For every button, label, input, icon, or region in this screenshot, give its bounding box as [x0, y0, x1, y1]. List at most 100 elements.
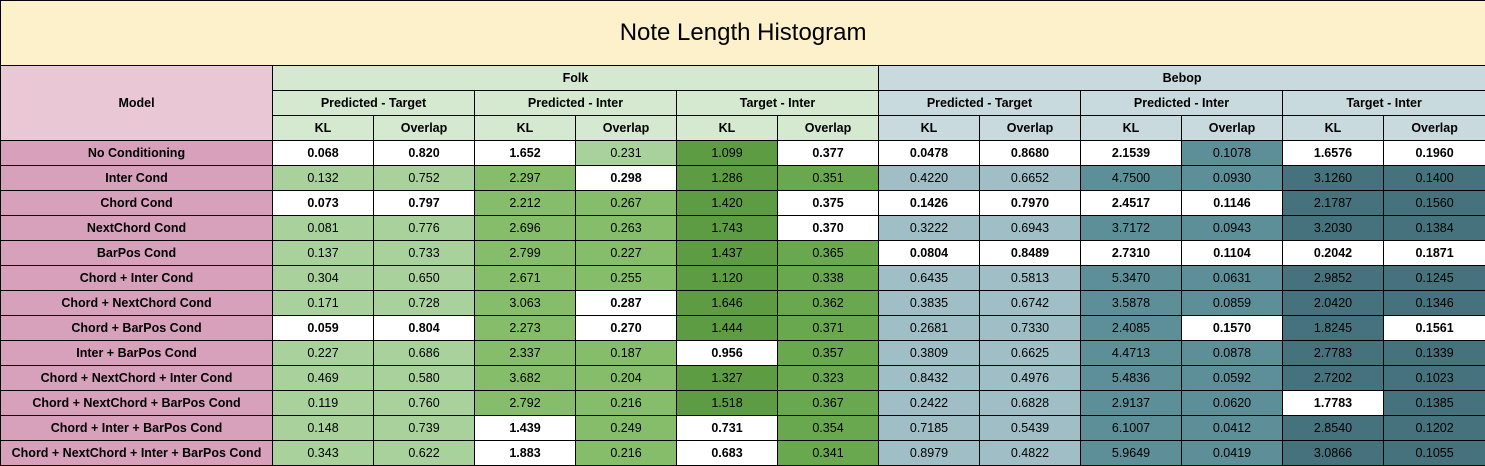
value-cell: 0.377: [778, 141, 879, 166]
value-cell: 1.518: [677, 391, 778, 416]
value-cell: 0.231: [576, 141, 677, 166]
subgroup-header: Predicted - Inter: [1081, 91, 1283, 116]
value-cell: 0.1202: [1384, 416, 1485, 441]
value-cell: 0.728: [374, 291, 475, 316]
metric-header: KL: [1283, 116, 1384, 141]
value-cell: 0.5813: [980, 266, 1081, 291]
value-cell: 1.286: [677, 166, 778, 191]
value-cell: 2.696: [475, 216, 576, 241]
value-cell: 2.297: [475, 166, 576, 191]
group-header-bebop: Bebop: [879, 66, 1485, 91]
value-cell: 0.6625: [980, 341, 1081, 366]
value-cell: 2.4085: [1081, 316, 1182, 341]
metric-header: KL: [879, 116, 980, 141]
value-cell: 0.683: [677, 441, 778, 466]
value-cell: 0.227: [273, 341, 374, 366]
value-cell: 1.652: [475, 141, 576, 166]
metric-header: KL: [475, 116, 576, 141]
value-cell: 2.9137: [1081, 391, 1182, 416]
value-cell: 0.216: [576, 391, 677, 416]
value-cell: 0.469: [273, 366, 374, 391]
subgroup-header: Target - Inter: [1283, 91, 1485, 116]
value-cell: 0.132: [273, 166, 374, 191]
value-cell: 0.650: [374, 266, 475, 291]
value-cell: 0.081: [273, 216, 374, 241]
value-cell: 0.362: [778, 291, 879, 316]
value-cell: 0.0419: [1182, 441, 1283, 466]
value-cell: 0.216: [576, 441, 677, 466]
value-cell: 3.5878: [1081, 291, 1182, 316]
value-cell: 0.304: [273, 266, 374, 291]
value-cell: 0.073: [273, 191, 374, 216]
value-cell: 1.099: [677, 141, 778, 166]
subgroup-header: Target - Inter: [677, 91, 879, 116]
model-name-cell: BarPos Cond: [1, 241, 273, 266]
value-cell: 0.580: [374, 366, 475, 391]
table-header: Note Length Histogram Model Folk Bebop P…: [1, 1, 1485, 141]
metric-header: Overlap: [1384, 116, 1485, 141]
value-cell: 2.337: [475, 341, 576, 366]
value-cell: 1.7783: [1283, 391, 1384, 416]
value-cell: 0.739: [374, 416, 475, 441]
value-cell: 2.9852: [1283, 266, 1384, 291]
model-name-cell: Inter Cond: [1, 166, 273, 191]
model-name-cell: Chord + NextChord + Inter + BarPos Cond: [1, 441, 273, 466]
value-cell: 1.420: [677, 191, 778, 216]
value-cell: 0.1346: [1384, 291, 1485, 316]
model-name-cell: Chord + NextChord + Inter Cond: [1, 366, 273, 391]
value-cell: 0.298: [576, 166, 677, 191]
value-cell: 0.351: [778, 166, 879, 191]
value-cell: 1.439: [475, 416, 576, 441]
value-cell: 0.0859: [1182, 291, 1283, 316]
value-cell: 0.6742: [980, 291, 1081, 316]
value-cell: 0.0631: [1182, 266, 1283, 291]
value-cell: 0.5439: [980, 416, 1081, 441]
value-cell: 2.4517: [1081, 191, 1182, 216]
value-cell: 0.341: [778, 441, 879, 466]
value-cell: 0.4220: [879, 166, 980, 191]
value-cell: 4.7500: [1081, 166, 1182, 191]
value-cell: 0.267: [576, 191, 677, 216]
value-cell: 2.8540: [1283, 416, 1384, 441]
value-cell: 2.1787: [1283, 191, 1384, 216]
value-cell: 3.0866: [1283, 441, 1384, 466]
value-cell: 0.365: [778, 241, 879, 266]
value-cell: 0.3835: [879, 291, 980, 316]
value-cell: 0.1560: [1384, 191, 1485, 216]
value-cell: 0.7330: [980, 316, 1081, 341]
value-cell: 0.0592: [1182, 366, 1283, 391]
value-cell: 0.204: [576, 366, 677, 391]
subgroup-header: Predicted - Target: [273, 91, 475, 116]
value-cell: 0.4976: [980, 366, 1081, 391]
value-cell: 1.437: [677, 241, 778, 266]
value-cell: 0.7970: [980, 191, 1081, 216]
value-cell: 2.7202: [1283, 366, 1384, 391]
value-cell: 0.270: [576, 316, 677, 341]
value-cell: 0.148: [273, 416, 374, 441]
value-cell: 0.1384: [1384, 216, 1485, 241]
value-cell: 0.1104: [1182, 241, 1283, 266]
value-cell: 0.0878: [1182, 341, 1283, 366]
value-cell: 0.8680: [980, 141, 1081, 166]
value-cell: 3.7172: [1081, 216, 1182, 241]
value-cell: 0.119: [273, 391, 374, 416]
subgroup-header: Predicted - Inter: [475, 91, 677, 116]
value-cell: 0.3809: [879, 341, 980, 366]
value-cell: 2.7783: [1283, 341, 1384, 366]
value-cell: 0.8979: [879, 441, 980, 466]
value-cell: 0.287: [576, 291, 677, 316]
value-cell: 0.731: [677, 416, 778, 441]
value-cell: 0.6828: [980, 391, 1081, 416]
table-title: Note Length Histogram: [1, 1, 1485, 66]
value-cell: 1.646: [677, 291, 778, 316]
metric-header: Overlap: [778, 116, 879, 141]
model-name-cell: No Conditioning: [1, 141, 273, 166]
value-cell: 0.760: [374, 391, 475, 416]
value-cell: 0.2681: [879, 316, 980, 341]
